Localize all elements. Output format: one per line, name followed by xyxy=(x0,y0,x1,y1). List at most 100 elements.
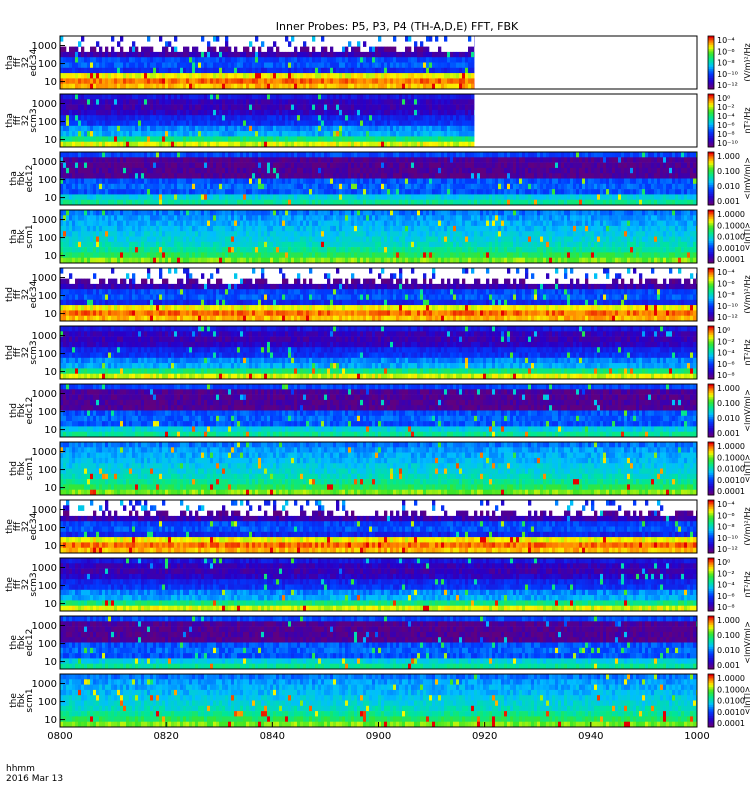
spectrogram-cell xyxy=(165,189,169,195)
spectrogram-cell xyxy=(222,141,226,148)
spectrogram-cell xyxy=(384,78,388,84)
spectrogram-cell xyxy=(444,120,448,127)
spectrogram-cell xyxy=(249,152,253,158)
spectrogram-cell xyxy=(210,157,214,163)
spectrogram-cell xyxy=(240,189,244,195)
spectrogram-cell xyxy=(129,57,133,63)
spectrogram-cell xyxy=(438,194,442,200)
spectrogram-cell xyxy=(183,189,187,195)
spectrogram-cell xyxy=(318,104,322,111)
panel-frame xyxy=(59,93,698,148)
spectrogram-cell xyxy=(219,162,223,169)
spectrogram-cell xyxy=(81,225,85,232)
spectrogram-cell xyxy=(438,73,442,79)
spectrogram-cell xyxy=(621,157,625,163)
spectrogram-cell xyxy=(369,104,373,111)
spectrogram-cell xyxy=(336,173,340,179)
spectrogram-cell xyxy=(126,167,130,174)
spectrogram-cell xyxy=(552,157,556,163)
spectrogram-cell xyxy=(288,115,292,121)
spectrogram-cell xyxy=(264,120,268,127)
spectrogram-cell xyxy=(75,115,79,121)
spectrogram-cell xyxy=(576,189,580,195)
spectrogram-cell xyxy=(297,115,301,121)
spectrogram-cell xyxy=(603,199,607,206)
spectrogram-cell xyxy=(225,125,229,132)
spectrogram-cell xyxy=(555,173,559,179)
spectrogram-cell xyxy=(375,51,379,58)
spectrogram-cell xyxy=(183,62,187,69)
spectrogram-cell xyxy=(378,57,382,63)
spectrogram-cell xyxy=(99,178,103,185)
spectrogram-cell xyxy=(261,57,265,63)
spectrogram-cell xyxy=(72,231,76,237)
spectrogram-cell xyxy=(300,167,304,174)
spectrogram-cell xyxy=(642,173,646,179)
spectrogram-cell xyxy=(60,210,64,216)
spectrogram-cell xyxy=(201,131,205,137)
spectrogram-cell xyxy=(222,57,226,63)
spectrogram-cell xyxy=(333,131,337,137)
spectrogram-cell xyxy=(336,162,340,169)
spectrogram-cell xyxy=(315,51,319,58)
spectrogram-cell xyxy=(438,131,442,137)
spectrogram-cell xyxy=(63,167,67,174)
spectrogram-cell xyxy=(183,125,187,132)
spectrogram-cell xyxy=(498,152,502,158)
spectrogram-cell xyxy=(339,157,343,163)
spectrogram-cell xyxy=(207,141,211,148)
spectrogram-cell xyxy=(597,199,601,206)
spectrogram-cell xyxy=(636,189,640,195)
spectrogram-cell xyxy=(282,94,286,100)
spectrogram-cell xyxy=(90,157,94,163)
spectrogram-cell xyxy=(444,83,448,90)
spectrogram-cell xyxy=(348,51,352,58)
spectrogram-cell xyxy=(318,199,322,206)
spectrogram-cell xyxy=(342,94,346,100)
spectrogram-cell xyxy=(186,167,190,174)
spectrogram-cell xyxy=(72,173,76,179)
spectrogram-cell xyxy=(255,183,259,190)
spectrogram-cell xyxy=(93,194,97,200)
spectrogram-cell xyxy=(528,178,532,185)
spectrogram-cell xyxy=(432,67,436,74)
colorbar-cell xyxy=(708,77,714,81)
spectrogram-cell xyxy=(90,257,94,264)
spectrogram-cell xyxy=(279,157,283,163)
spectrogram-cell xyxy=(114,115,118,121)
spectrogram-cell xyxy=(351,78,355,84)
colorbar-cell xyxy=(708,198,714,201)
spectrogram-cell xyxy=(279,189,283,195)
spectrogram-cell xyxy=(228,178,232,185)
spectrogram-cell xyxy=(456,167,460,174)
spectrogram-cell xyxy=(153,173,157,179)
spectrogram-cell xyxy=(387,183,391,190)
spectrogram-cell xyxy=(231,51,235,58)
spectrogram-cell xyxy=(156,67,160,74)
spectrogram-cell xyxy=(348,152,352,158)
spectrogram-cell xyxy=(543,152,547,158)
spectrogram-cell xyxy=(291,131,295,137)
spectrogram-cell xyxy=(141,199,145,206)
spectrogram-cell xyxy=(135,120,139,127)
spectrogram-cell xyxy=(147,78,151,84)
spectrogram-cell xyxy=(105,247,109,253)
spectrogram-cell xyxy=(123,252,127,258)
spectrogram-cell xyxy=(132,178,136,185)
spectrogram-cell xyxy=(216,94,220,100)
spectrogram-cell xyxy=(63,247,67,253)
spectrogram-cell xyxy=(102,131,106,137)
spectrogram-cell xyxy=(66,157,70,163)
spectrogram-cell xyxy=(600,167,604,174)
spectrogram-cell xyxy=(411,78,415,84)
spectrogram-cell xyxy=(285,189,289,195)
spectrogram-cell xyxy=(150,57,154,63)
spectrogram-cell xyxy=(243,189,247,195)
colorbar-frame xyxy=(707,151,715,206)
spectrogram-cell xyxy=(273,131,277,137)
spectrogram-cell xyxy=(225,136,229,142)
spectrogram-cell xyxy=(453,194,457,200)
spectrogram-cell xyxy=(279,199,283,206)
spectrogram-cell xyxy=(363,120,367,127)
spectrogram-cell xyxy=(66,99,70,105)
